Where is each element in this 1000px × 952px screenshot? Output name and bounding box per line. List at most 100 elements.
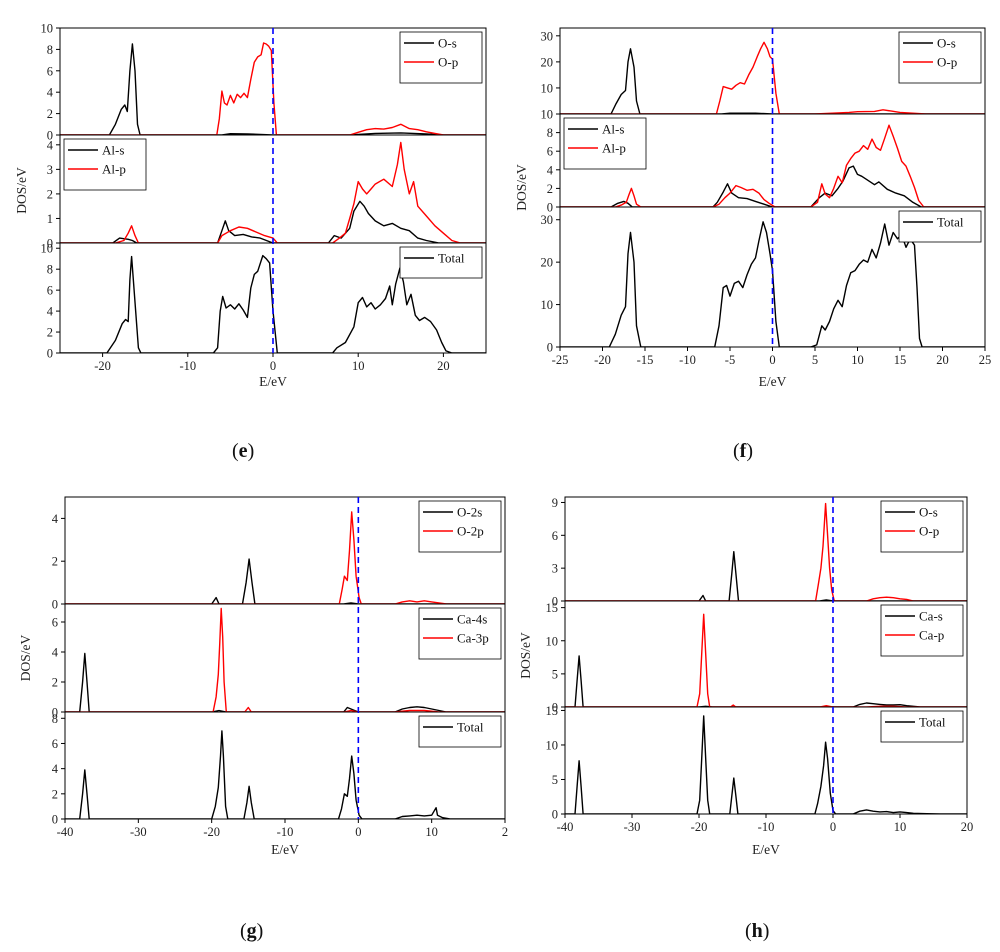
xtick-label: -20 (594, 353, 611, 367)
caption-g-letter: g (246, 920, 257, 942)
ytick-label: 0 (552, 595, 558, 609)
x-axis-label: E/eV (759, 374, 787, 389)
legend-label: Al-p (602, 141, 626, 156)
series-Ca-4s (65, 652, 505, 712)
series-Al-p (560, 124, 985, 207)
chart-g: 0 2 4 O-2s O-2p 0 2 4 6 Ca-4s Ca-3p 0 2 4 6 8 Total -40 -3… (18, 496, 508, 857)
legend-box (63, 138, 147, 191)
legend-label: O-p (937, 55, 957, 70)
series-Ca-p (565, 613, 967, 707)
ytick-label: 6 (47, 284, 53, 298)
xtick-label: 20 (437, 359, 450, 373)
ytick-label: 2 (52, 555, 58, 569)
series-group (60, 141, 486, 243)
chart-h: 0 3 6 9 O-s O-p 0 5 10 15 Ca-s Ca-p 0 5 10 15 Total -40 -3… (518, 496, 973, 857)
series-O-2s (65, 558, 505, 604)
series-Ca-3p (65, 607, 505, 712)
legend-label: Total (919, 715, 946, 730)
ytick-label: 8 (47, 43, 53, 57)
ytick-label: 4 (47, 138, 54, 152)
xtick-label: 0 (830, 820, 836, 834)
ytick-label: 20 (541, 55, 554, 69)
series-group (565, 715, 967, 814)
ytick-label: 10 (546, 634, 559, 648)
ytick-label: 0 (52, 813, 58, 827)
chart-e: 0 2 4 6 8 10 O-s O-p 0 1 2 3 4 Al-s Al-p 0 2 4 6 8 10 Total -2… (14, 22, 487, 389)
panel-h-2: 0 5 10 15 Ca-s Ca-p (546, 600, 968, 715)
ytick-label: 10 (541, 298, 554, 312)
legend-label: Total (438, 251, 465, 266)
ytick-label: 10 (541, 108, 554, 122)
series-group (560, 41, 985, 114)
panel-e-2: 0 1 2 3 4 Al-s Al-p (47, 134, 487, 251)
series-group (60, 254, 486, 353)
series-group (65, 511, 505, 604)
xtick-label: -15 (637, 353, 654, 367)
legend-label: Al-s (102, 143, 124, 158)
ytick-label: 0 (47, 347, 53, 361)
caption-e-letter: e (238, 440, 248, 462)
xtick-label: -20 (203, 825, 220, 839)
ytick-label: 20 (541, 256, 554, 270)
series-O-p (560, 41, 985, 114)
series-Al-p (60, 141, 486, 243)
xtick-label: 10 (851, 353, 864, 367)
legend: Total (880, 710, 964, 743)
legend: O-s O-p (898, 31, 982, 84)
xtick-label: -40 (57, 825, 74, 839)
xtick-label: -10 (179, 359, 196, 373)
ytick-label: 0 (52, 598, 58, 612)
series-O-s (60, 43, 486, 135)
ytick-label: 10 (41, 242, 54, 256)
ytick-label: 5 (552, 773, 558, 787)
panel-g-1: 0 2 4 O-2s O-2p (52, 496, 506, 612)
ytick-label: 30 (541, 29, 554, 43)
y-axis-label: DOS/eV (18, 635, 33, 682)
x-axis-label: E/eV (259, 374, 287, 389)
ytick-label: 0 (47, 237, 53, 251)
series-Total (560, 221, 985, 347)
ytick-label: 4 (547, 163, 554, 177)
series-O-2p (65, 511, 505, 604)
legend: Total (418, 715, 502, 748)
series-group (565, 613, 967, 707)
panel-e-3: 0 2 4 6 8 10 Total (41, 242, 487, 361)
legend-box (563, 117, 647, 170)
ytick-label: 0 (547, 341, 553, 355)
xtick-label: 20 (961, 820, 974, 834)
xtick-label: -30 (130, 825, 147, 839)
legend: O-2s O-2p (418, 500, 502, 553)
ytick-label: 0 (547, 201, 553, 215)
legend-box (418, 715, 502, 748)
ytick-label: 0 (552, 808, 558, 822)
xtick-label: 15 (894, 353, 907, 367)
series-group (60, 42, 486, 135)
ytick-label: 6 (552, 529, 558, 543)
ytick-label: 3 (47, 163, 53, 177)
caption-e: (e) (232, 440, 255, 462)
legend: Ca-4s Ca-3p (418, 607, 502, 660)
ytick-label: 15 (546, 704, 559, 718)
xtick-label: 20 (936, 353, 949, 367)
xtick-label: 0 (355, 825, 361, 839)
y-axis-label: DOS/eV (518, 632, 533, 679)
xtick-label: 10 (425, 825, 438, 839)
series-group (565, 502, 967, 601)
xtick-label: 10 (352, 359, 365, 373)
series-group (65, 730, 505, 819)
ytick-label: 2 (47, 326, 53, 340)
xtick-label: -10 (277, 825, 294, 839)
ytick-label: 6 (47, 64, 53, 78)
series-Ca-s (565, 655, 967, 707)
legend-label: Al-s (602, 122, 624, 137)
legend: O-s O-p (880, 500, 964, 553)
ytick-label: 1 (47, 212, 53, 226)
legend: O-s O-p (399, 31, 483, 84)
xtick-label: -20 (691, 820, 708, 834)
caption-f-letter: f (739, 440, 747, 462)
xtick-label: -10 (758, 820, 775, 834)
xtick-label: 2 (502, 825, 508, 839)
legend-box (418, 500, 502, 553)
xtick-label: 0 (769, 353, 775, 367)
